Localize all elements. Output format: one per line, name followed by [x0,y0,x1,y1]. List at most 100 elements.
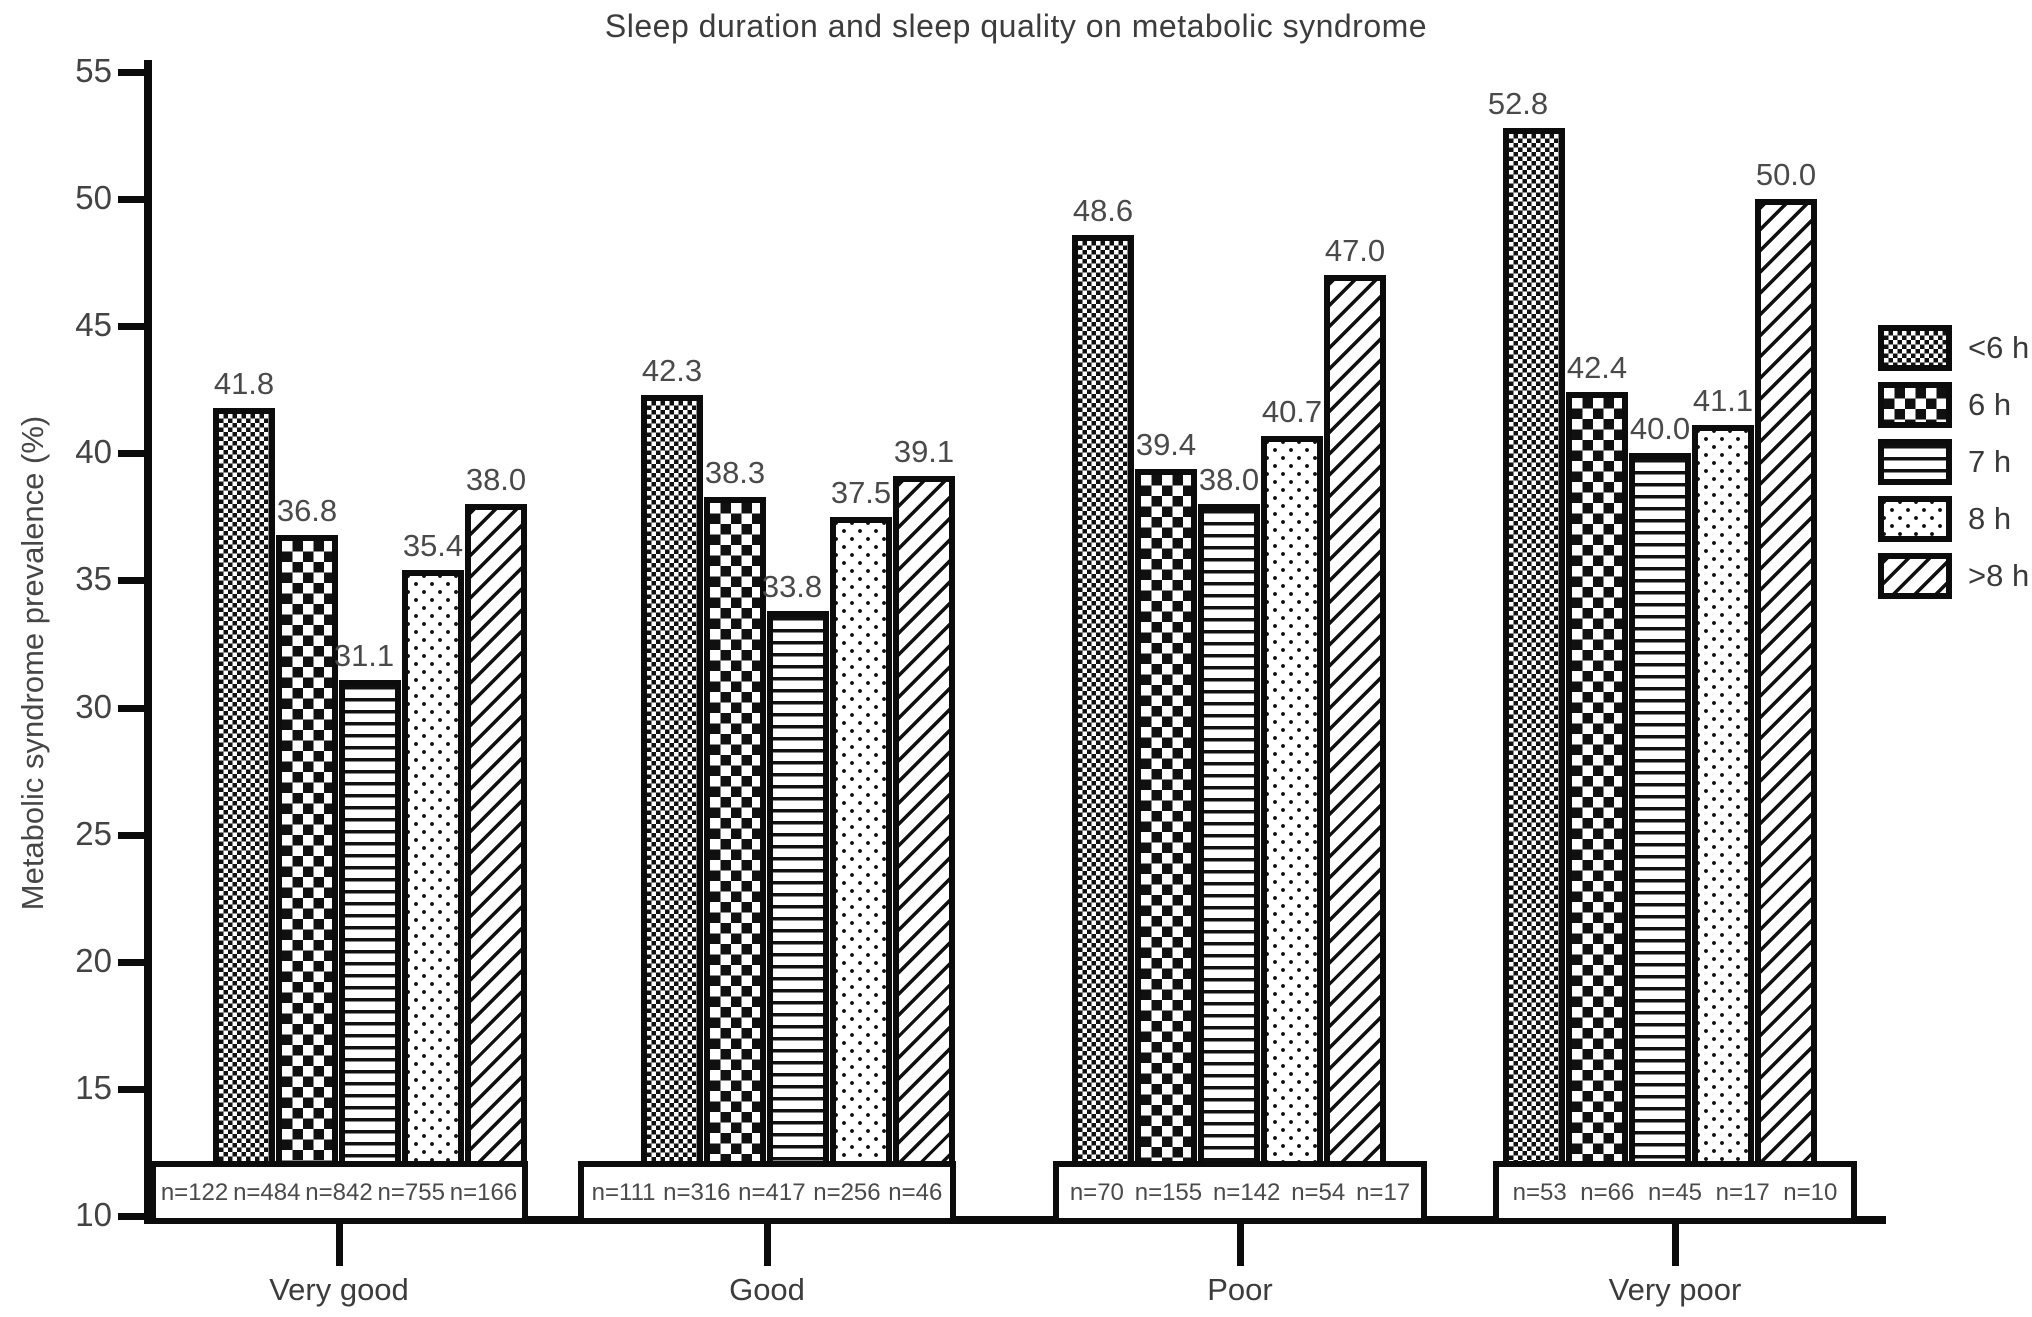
y-tick-label: 55 [75,52,112,89]
bar [1629,453,1691,1216]
y-tick [118,1213,148,1220]
n-value: n=755 [377,1178,445,1206]
n-value: n=111 [591,1178,656,1206]
x-tick [1236,1224,1244,1266]
legend-label: <6 h [1968,330,2030,365]
n-value: n=316 [663,1178,731,1206]
y-tick-label: 35 [75,560,112,598]
bar-value-label: 38.0 [465,462,527,498]
bar-value-label: 40.0 [1629,411,1691,447]
n-box: n=111 n=316 n=417 n=256 n=46 [578,1161,956,1224]
bar [465,504,527,1216]
n-value: n=842 [305,1178,373,1206]
n-box: n=70 n=155 n=142 n=54 n=17 [1053,1161,1427,1224]
n-value: n=10 [1783,1178,1838,1206]
bar [339,679,401,1216]
x-tick [335,1224,343,1266]
bar [1755,199,1817,1216]
bar [1503,127,1565,1216]
x-tick [1671,1224,1679,1266]
legend-swatch-horizontal-lines-icon [1878,439,1952,485]
x-tick [763,1224,771,1266]
bar-value-label: 42.3 [641,352,703,388]
bar-value-label: 41.8 [213,365,275,401]
bar-value-label: 33.8 [761,568,823,604]
y-tick-label: 40 [75,433,112,471]
n-value: n=166 [449,1178,518,1206]
bar [767,610,829,1216]
bar [1692,425,1754,1216]
n-value: n=142 [1212,1178,1281,1206]
bar-value-label: 39.1 [893,434,955,470]
bar [276,534,338,1216]
y-tick-label: 20 [75,941,112,979]
bar [1135,468,1197,1216]
n-value: n=45 [1647,1178,1703,1206]
n-value: n=155 [1134,1178,1203,1206]
n-box: n=53 n=66 n=45 n=17 n=10 [1493,1161,1857,1224]
bar-value-label: 39.4 [1135,426,1197,462]
y-tick-label: 30 [75,687,112,725]
y-tick [118,323,148,331]
y-tick [118,450,148,458]
y-tick [118,196,148,204]
n-value: n=417 [738,1178,806,1206]
y-tick [118,69,148,76]
bar-value-label: 47.0 [1324,233,1386,269]
n-value: n=17 [1356,1178,1411,1206]
n-value: n=46 [888,1178,943,1206]
bar [1566,392,1628,1216]
bar [1261,435,1323,1216]
bar-value-label: 36.8 [276,492,338,528]
bar-value-label: 42.4 [1566,350,1628,386]
n-value: n=256 [813,1178,881,1206]
bar [1198,504,1260,1216]
y-tick-label: 50 [75,179,112,217]
bar-value-label: 35.4 [402,528,464,564]
y-tick [118,577,148,585]
y-axis-line [144,60,152,1224]
bar [893,476,955,1216]
y-tick-label: 15 [75,1068,112,1106]
category-label: Good [729,1272,805,1307]
bar-value-label: 31.1 [333,637,395,673]
legend-label: 7 h [1968,444,2012,479]
bar [1324,275,1386,1216]
bar-value-label: 40.7 [1261,393,1323,429]
bar-value-label: 38.0 [1198,462,1260,498]
y-tick [118,1085,148,1093]
y-tick [118,831,148,839]
bar [641,394,703,1216]
legend-swatch-checkerboard-icon [1878,382,1952,428]
bar [402,570,464,1216]
chart-title: Sleep duration and sleep quality on meta… [604,8,1428,44]
category-label: Very poor [1608,1272,1742,1307]
n-value: n=122 [160,1178,229,1206]
legend-label: 6 h [1968,387,2012,422]
category-label: Very good [269,1272,409,1307]
x-axis-line [144,1216,1886,1224]
n-value: n=53 [1512,1178,1567,1206]
n-box: n=122 n=484 n=842 n=755 n=166 [150,1161,528,1224]
legend-swatch-dots-icon [1878,496,1952,542]
bar [1072,234,1134,1216]
y-tick-label: 45 [75,306,112,344]
bar-value-label: 50.0 [1755,157,1817,193]
n-value: n=66 [1580,1178,1635,1206]
legend-label: >8 h [1968,558,2030,593]
bar [213,407,275,1216]
category-label: Poor [1207,1272,1273,1307]
bar-value-label: 37.5 [830,474,892,510]
n-value: n=54 [1291,1178,1346,1206]
y-tick [118,704,148,712]
y-tick-label: 10 [75,1196,112,1233]
n-value: n=484 [233,1178,301,1206]
y-tick [118,958,148,966]
bar-value-label: 41.1 [1692,383,1754,419]
legend-swatch-fine-checkerboard-icon [1878,325,1952,371]
bar-value-label: 52.8 [1487,85,1549,121]
bar-value-label: 48.6 [1072,192,1134,228]
legend-label: 8 h [1968,501,2012,536]
